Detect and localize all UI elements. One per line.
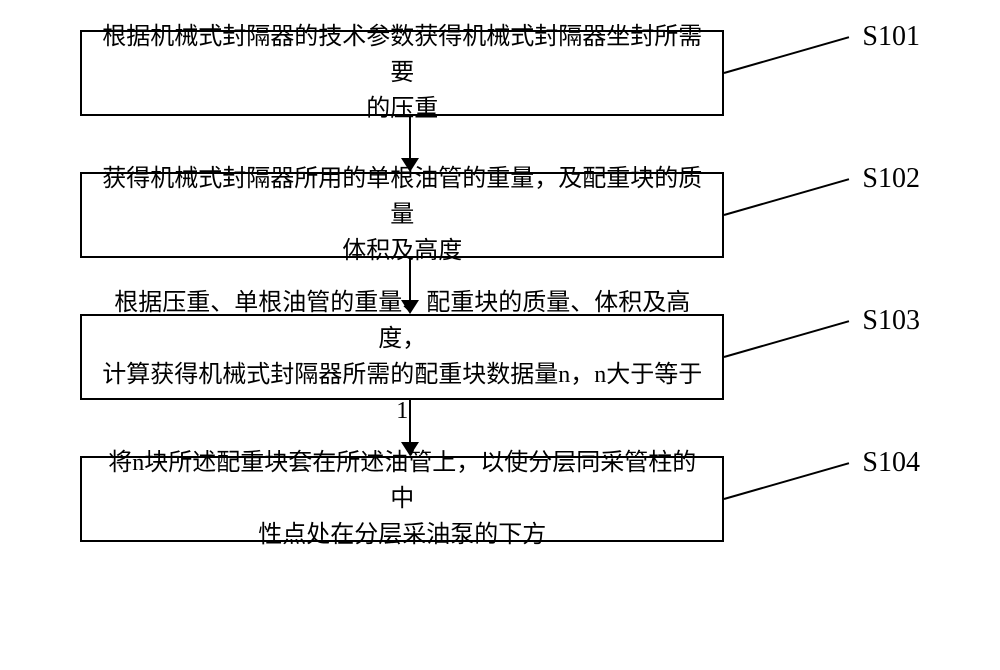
flow-step-text: 获得机械式封隔器所用的单根油管的重量，及配重块的质量 体积及高度 (100, 161, 704, 269)
leader-line (724, 320, 850, 358)
step-label-container: S104 (724, 483, 920, 515)
flow-step-box: 获得机械式封隔器所用的单根油管的重量，及配重块的质量 体积及高度 (80, 172, 724, 258)
leader-line (724, 36, 850, 74)
flow-step-row: 将n块所述配重块套在所述油管上，以使分层同采管柱的中 性点处在分层采油泵的下方S… (80, 456, 920, 542)
step-label: S102 (862, 163, 920, 195)
step-label: S101 (862, 21, 920, 53)
flow-step-row: 根据压重、单根油管的重量、配重块的质量、体积及高度， 计算获得机械式封隔器所需的… (80, 314, 920, 400)
arrow-shaft (409, 400, 411, 442)
step-label-container: S101 (724, 57, 920, 89)
leader-line (724, 462, 850, 500)
step-label-container: S103 (724, 341, 920, 373)
flow-step-box: 根据压重、单根油管的重量、配重块的质量、体积及高度， 计算获得机械式封隔器所需的… (80, 314, 724, 400)
flow-step-box: 根据机械式封隔器的技术参数获得机械式封隔器坐封所需要 的压重 (80, 30, 724, 116)
flow-step-row: 获得机械式封隔器所用的单根油管的重量，及配重块的质量 体积及高度S102 (80, 172, 920, 258)
step-label-container: S102 (724, 199, 920, 231)
flow-step-text: 将n块所述配重块套在所述油管上，以使分层同采管柱的中 性点处在分层采油泵的下方 (100, 445, 704, 553)
step-label: S104 (862, 447, 920, 479)
step-label: S103 (862, 305, 920, 337)
flow-step-row: 根据机械式封隔器的技术参数获得机械式封隔器坐封所需要 的压重S101 (80, 30, 920, 116)
flow-step-box: 将n块所述配重块套在所述油管上，以使分层同采管柱的中 性点处在分层采油泵的下方 (80, 456, 724, 542)
leader-line (724, 178, 850, 216)
flowchart-container: 根据机械式封隔器的技术参数获得机械式封隔器坐封所需要 的压重S101 获得机械式封… (80, 30, 920, 542)
arrow-shaft (409, 116, 411, 158)
flow-step-text: 根据机械式封隔器的技术参数获得机械式封隔器坐封所需要 的压重 (100, 19, 704, 127)
